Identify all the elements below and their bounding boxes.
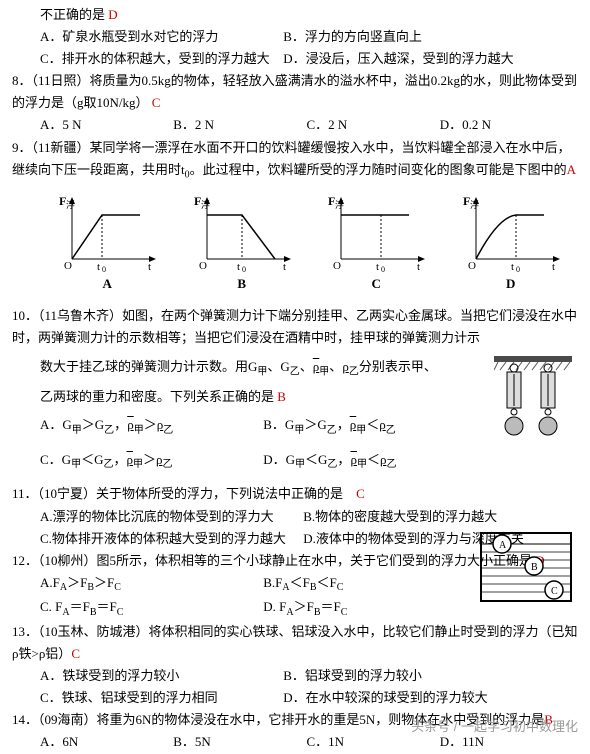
svg-text:0: 0	[102, 265, 106, 273]
q13-opt-d: D．在水中较深的球受到的浮力较大	[283, 687, 487, 709]
q14-opt-a: A．6N	[40, 731, 170, 753]
q12-opt-b: B.FA＜FB＜FC	[263, 572, 343, 597]
q8-options: A．5 N B．2 N C．2 N D．0.2 N	[12, 114, 578, 136]
q11-stem: （10宁夏）关于物体所受的浮力，下列说法中正确的是	[38, 486, 344, 501]
svg-text:0: 0	[381, 265, 385, 273]
svg-text:O: O	[64, 260, 72, 272]
svg-text:A: A	[499, 540, 507, 551]
svg-text:C: C	[551, 586, 558, 597]
q13-num: 13．	[12, 624, 38, 639]
q7-opt-c: C．排开水的体积越大，受到的浮力越大	[40, 48, 280, 70]
chart-c-label: C	[321, 273, 431, 295]
svg-text:t: t	[376, 261, 379, 273]
q10-opt-a: A．G甲＞G乙，ρ甲＞ρ乙	[40, 414, 260, 439]
svg-text:t: t	[511, 261, 514, 273]
q12-figure: A B C	[480, 532, 572, 602]
q7-stem-text: 不正确的是	[40, 7, 105, 22]
chart-b-label: B	[187, 273, 297, 295]
q8-opt-c: C．2 N	[307, 114, 437, 136]
svg-text:0: 0	[242, 265, 246, 273]
q10-opt-c: C．G甲＜G乙，ρ甲＞ρ乙	[40, 449, 260, 474]
q7-opt-d: D．浸没后，压入越深，受到的浮力越大	[283, 48, 513, 70]
chart-a: F浮 O t0 t A	[52, 193, 162, 295]
chart-b: F浮 O t0 t B	[187, 193, 297, 295]
q13-row1: A．铁球受到的浮力较小 B．铝球受到的浮力较小	[12, 665, 578, 687]
chart-d: F浮 O t0 t D	[456, 193, 566, 295]
q8-opt-b: B．2 N	[173, 114, 303, 136]
q9-answer: A	[567, 162, 576, 177]
q11: 11．（10宁夏）关于物体所受的浮力，下列说法中正确的是 C	[12, 483, 578, 505]
q11-opt-a: A.漂浮的物体比沉底的物体受到的浮力大	[40, 506, 300, 528]
svg-text:t: t	[148, 261, 151, 273]
svg-text:O: O	[333, 260, 341, 272]
q13-stem: （10玉林、防城港）将体积相同的实心铁球、铝球没入水中，比较它们静止时受到的浮力…	[12, 624, 578, 661]
q7-options: A．矿泉水瓶受到水对它的浮力 B．浮力的方向竖直向上	[12, 26, 578, 48]
svg-text:t: t	[417, 261, 420, 273]
svg-text:O: O	[199, 260, 207, 272]
q9-stem2: 。此过程中，饮料罐所受的浮力随时间变化的图象可能是下图中的	[190, 162, 567, 177]
svg-text:O: O	[468, 260, 476, 272]
svg-text:t: t	[552, 261, 555, 273]
q10: 10．（11乌鲁木齐）如图，在两个弹簧测力计下端分别挂甲、乙两实心金属球。当把它…	[12, 305, 578, 349]
q8-stem: （11日照）将质量为0.5kg的物体，轻轻放入盛满清水的溢水杯中，溢出0.2kg…	[12, 73, 577, 110]
q13-row2: C．铁球、铝球受到的浮力相同 D．在水中较深的球受到的浮力较大	[12, 687, 578, 709]
q11-answer: C	[356, 486, 365, 501]
q8-answer: C	[152, 95, 161, 110]
q12-opt-c: C. FA＝FB＝FC	[40, 596, 260, 621]
chart-a-label: A	[52, 273, 162, 295]
q10-opt-b: B．G甲＞G乙，ρ甲＜ρ乙	[263, 414, 395, 439]
q9-num: 9．	[12, 140, 32, 155]
q8: 8．（11日照）将质量为0.5kg的物体，轻轻放入盛满清水的溢水杯中，溢出0.2…	[12, 70, 578, 114]
q11-opt-c: C.物体排开液体的体积越大受到的浮力越大	[40, 528, 300, 550]
chart-c: F浮 O t0 t C	[321, 193, 431, 295]
q13-answer: C	[71, 646, 80, 661]
q14-num: 14．	[12, 712, 38, 727]
q11-row1: A.漂浮的物体比沉底的物体受到的浮力大 B.物体的密度越大受到的浮力越大	[12, 506, 578, 528]
q7-options-2: C．排开水的体积越大，受到的浮力越大 D．浸没后，压入越深，受到的浮力越大	[12, 48, 578, 70]
svg-text:t: t	[237, 261, 240, 273]
q13: 13．（10玉林、防城港）将体积相同的实心铁球、铝球没入水中，比较它们静止时受到…	[12, 621, 578, 665]
q12-num: 12．	[12, 553, 38, 568]
svg-text:0: 0	[516, 265, 520, 273]
q10-stem: （11乌鲁木齐）如图，在两个弹簧测力计下端分别挂甲、乙两实心金属球。当把它们浸没…	[12, 308, 577, 345]
q7-answer: D	[108, 7, 117, 22]
q13-opt-a: A．铁球受到的浮力较小	[40, 665, 280, 687]
q14-opt-b: B．5N	[173, 731, 303, 753]
q8-num: 8．	[12, 73, 32, 88]
svg-text:t: t	[97, 261, 100, 273]
svg-text:B: B	[531, 562, 538, 573]
q13-opt-c: C．铁球、铝球受到的浮力相同	[40, 687, 280, 709]
chart-d-label: D	[456, 273, 566, 295]
q12-opt-a: A.FA＞FB＞FC	[40, 572, 260, 597]
q10-figure	[494, 356, 572, 440]
q11-opt-b: B.物体的密度越大受到的浮力越大	[303, 506, 497, 528]
q12-stem: （10柳州）图5所示，体积相等的三个小球静止在水中，关于它们受到的浮力大小正确是	[38, 553, 532, 568]
q9-charts: F浮 O t0 t A F浮 O t0 t B	[40, 193, 578, 295]
q10-answer: B	[277, 389, 286, 404]
q7-opt-b: B．浮力的方向竖直向上	[283, 26, 422, 48]
q12-opt-d: D. FA＞FB＝FC	[263, 596, 347, 621]
q10-opt-d: D．G甲＜G乙，ρ甲＜ρ乙	[263, 449, 396, 474]
q8-opt-d: D．0.2 N	[440, 114, 491, 136]
q7-opt-a: A．矿泉水瓶受到水对它的浮力	[40, 26, 280, 48]
q13-opt-b: B．铝球受到的浮力较小	[283, 665, 422, 687]
svg-text:t: t	[283, 261, 286, 273]
q8-opt-a: A．5 N	[40, 114, 170, 136]
q10-num: 10．	[12, 308, 38, 323]
q11-num: 11．	[12, 486, 38, 501]
q9: 9．（11新疆）某同学将一漂浮在水面不开口的饮料罐缓慢按入水中，当饮料罐全部浸入…	[12, 137, 578, 184]
q7-stem: 不正确的是 D	[12, 4, 578, 26]
watermark: 头条号 / 一起学习初中数理化	[411, 716, 578, 738]
q10-row2: C．G甲＜G乙，ρ甲＞ρ乙 D．G甲＜G乙，ρ甲＜ρ乙	[12, 449, 578, 474]
